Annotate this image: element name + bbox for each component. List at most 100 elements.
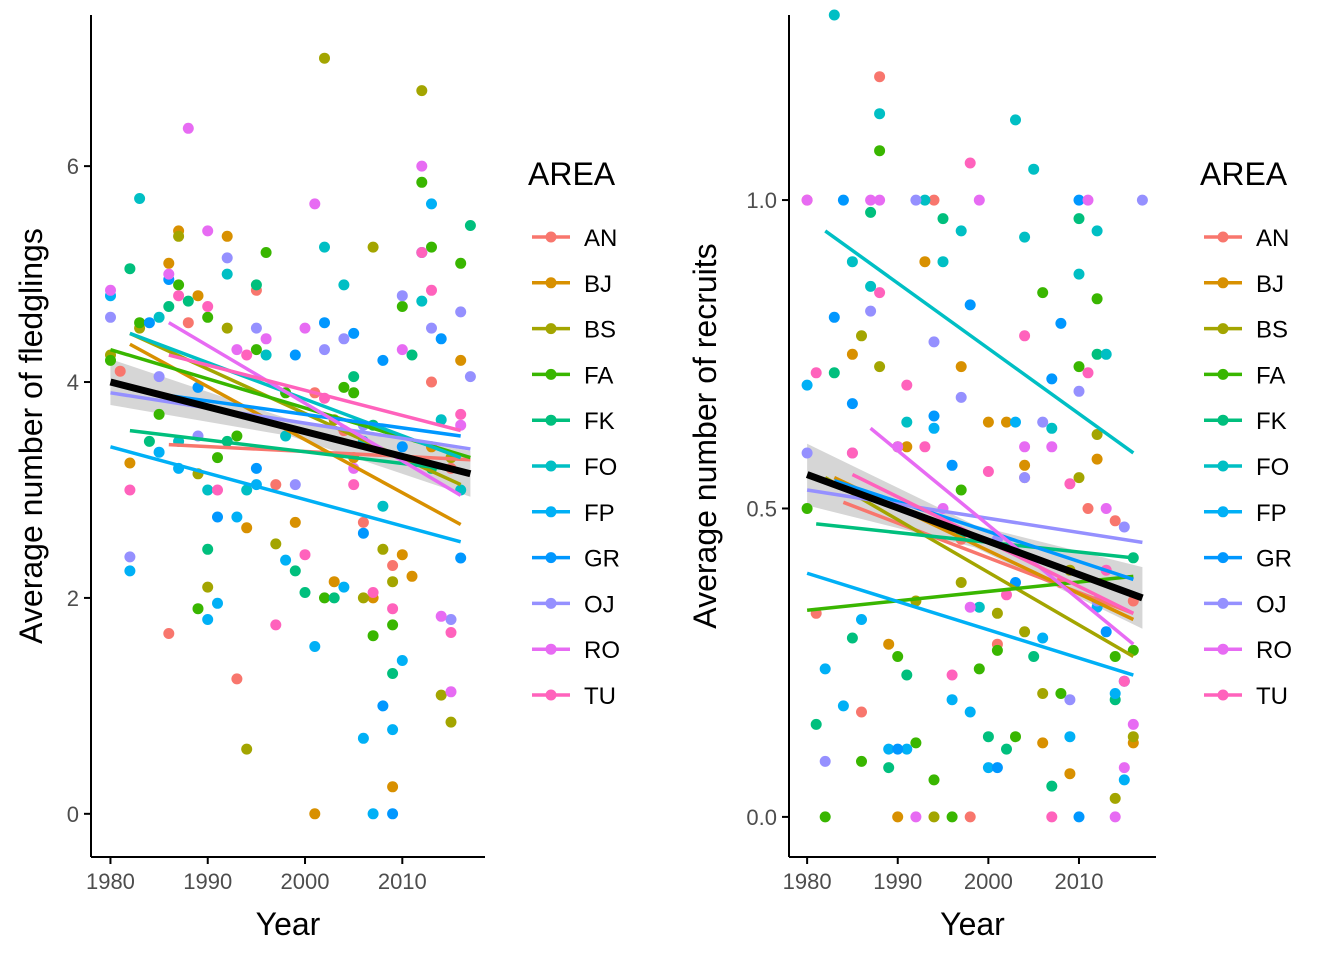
data-point: [865, 194, 877, 206]
data-point: [367, 587, 379, 598]
data-point: [1109, 811, 1121, 823]
data-point: [1037, 688, 1049, 699]
data-point: [250, 344, 262, 356]
data-point: [856, 755, 867, 767]
data-point: [828, 311, 840, 323]
data-point: [299, 322, 311, 334]
chart-panel-1: 1980 1990 2000 2010 0 2 4 6 Year Average number o…: [13, 15, 620, 942]
data-point: [928, 194, 940, 206]
data-point: [1073, 385, 1085, 397]
data-point: [328, 576, 340, 588]
data-point: [455, 552, 467, 564]
legend-label: BS: [584, 317, 616, 344]
legend-key-point: [1217, 231, 1229, 243]
data-point: [241, 484, 253, 496]
data-point: [328, 592, 340, 604]
data-point: [416, 85, 428, 97]
y-axis-title: Average number of fledglings: [13, 228, 49, 644]
data-point: [299, 587, 311, 598]
data-point: [406, 349, 418, 361]
series-bj-points: [846, 256, 1139, 823]
trend-line-fo: [824, 229, 1135, 455]
data-point: [1100, 503, 1112, 514]
legend-item-bj: BJ: [1204, 271, 1284, 298]
data-point: [153, 371, 165, 383]
legend-item-ro: RO: [532, 637, 620, 664]
data-point: [387, 619, 399, 631]
x-tick-label: 2000: [281, 869, 330, 894]
y-tick-label: 6: [67, 154, 79, 179]
data-point: [955, 484, 967, 496]
data-point: [1109, 651, 1121, 662]
data-point: [435, 333, 447, 345]
data-point: [396, 441, 408, 453]
data-point: [455, 408, 467, 420]
data-point: [124, 484, 136, 496]
legend-item-tu: TU: [1204, 683, 1288, 710]
data-point: [937, 213, 949, 225]
legend-label: AN: [1256, 225, 1289, 252]
data-point: [182, 317, 194, 329]
legend-item-tu: TU: [532, 683, 616, 710]
data-point: [1091, 225, 1103, 237]
data-point: [1019, 441, 1031, 453]
data-point: [426, 376, 437, 388]
series-fa-points: [801, 145, 1139, 823]
data-point: [250, 279, 262, 291]
trend-line-gr: [149, 391, 461, 438]
series-tu-points: [124, 247, 467, 638]
trend-line-gr: [833, 479, 1134, 582]
legend-key-point: [1217, 643, 1229, 655]
data-point: [309, 198, 321, 210]
data-point: [946, 694, 958, 706]
data-point: [221, 322, 233, 334]
data-point: [134, 193, 146, 204]
data-point: [319, 317, 330, 329]
series-oj-points: [105, 252, 476, 625]
x-tick-label: 2010: [378, 869, 427, 894]
legend-label: FO: [584, 454, 617, 481]
data-point: [1064, 731, 1076, 743]
legend-item-an: AN: [1204, 225, 1289, 252]
x-axis-title: Year: [940, 906, 1005, 942]
data-point: [202, 581, 214, 593]
data-point: [883, 638, 895, 650]
data-point: [377, 354, 389, 366]
trend-line-fa: [806, 574, 1134, 613]
data-point: [919, 441, 931, 453]
legend: AREA AN BJ BS FA FK FO FP GR OJ RO TU: [528, 156, 620, 710]
data-point: [396, 549, 408, 561]
trend-line-fp: [806, 571, 1134, 677]
data-point: [1082, 194, 1094, 206]
legend-key-point: [545, 552, 557, 564]
data-point: [892, 651, 904, 662]
data-point: [387, 560, 399, 571]
trend-line-oj: [110, 391, 471, 451]
legend-item-oj: OJ: [1204, 591, 1287, 618]
data-point: [982, 416, 994, 428]
data-point: [874, 287, 886, 299]
data-point: [153, 408, 165, 420]
data-point: [426, 241, 437, 253]
legend-label: AN: [584, 225, 617, 252]
data-point: [964, 601, 976, 613]
data-point: [982, 762, 994, 774]
data-point: [1091, 293, 1103, 305]
data-point: [874, 108, 886, 120]
trend-line-bj: [129, 342, 462, 527]
data-point: [387, 668, 399, 679]
chart-panel-2: 1980 1990 2000 2010 0.0 0.5 1.0 Year Average num…: [687, 9, 1292, 942]
data-point: [114, 365, 126, 377]
data-point: [396, 655, 408, 666]
legend-label: OJ: [1256, 591, 1287, 618]
data-point: [309, 808, 321, 820]
data-point: [426, 198, 437, 210]
legend-key-point: [545, 506, 557, 518]
data-point: [319, 52, 330, 64]
data-point: [937, 256, 949, 268]
trend-line-bs: [824, 476, 1135, 659]
data-point: [874, 194, 886, 206]
legend-key-point: [1217, 368, 1229, 380]
data-point: [1046, 441, 1058, 453]
data-point: [892, 811, 904, 823]
